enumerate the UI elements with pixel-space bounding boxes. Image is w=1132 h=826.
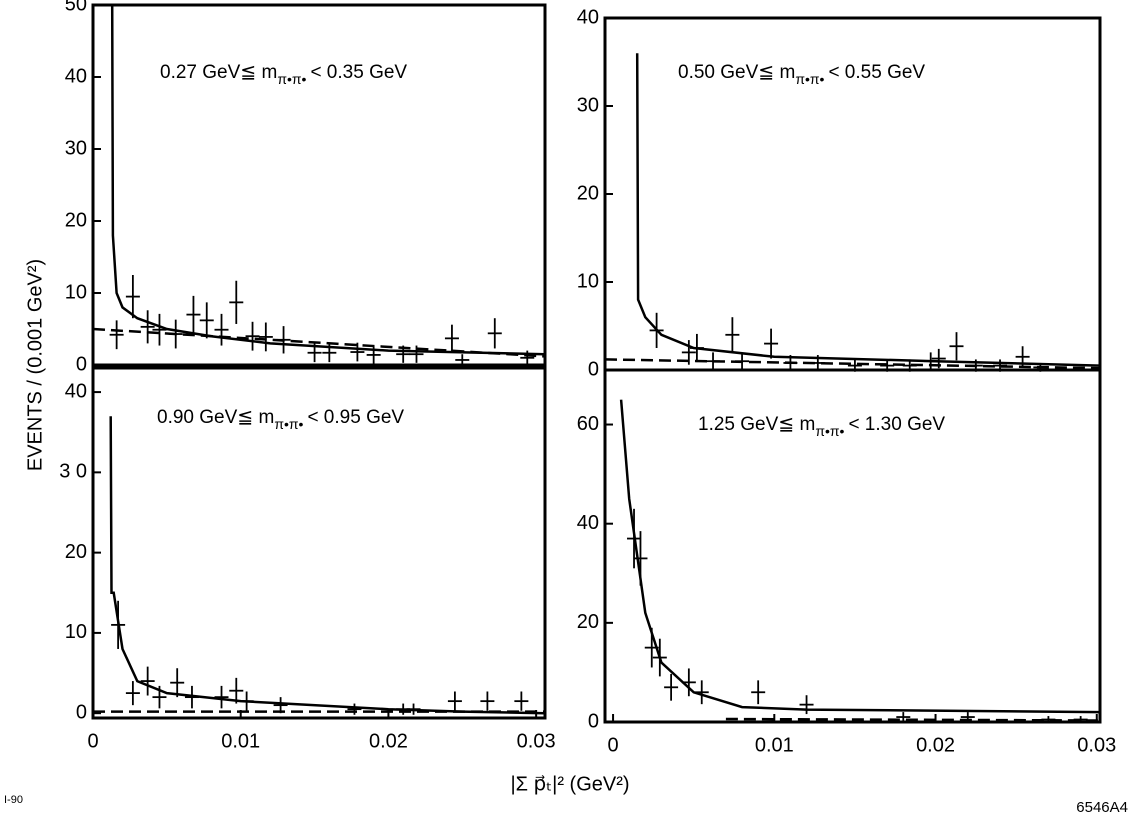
title-text: 0.50 GeV≦ m	[678, 62, 795, 83]
y-tick-label: 0	[588, 358, 599, 380]
y-tick-label: 0	[76, 701, 87, 723]
title-subscript: π•π•	[274, 416, 303, 432]
panel-title: 0.50 GeV≦ mπ•π• < 0.55 GeV	[678, 62, 925, 87]
y-tick-label: 20	[65, 209, 87, 231]
y-tick-label: 60	[577, 413, 599, 435]
fit-curve	[619, 399, 1101, 714]
title-text: 0.27 GeV≦ m	[160, 62, 277, 83]
title-text: < 0.95 GeV	[307, 407, 404, 428]
x-tick-label: 0.02	[916, 734, 955, 756]
y-tick-label: 10	[65, 621, 87, 643]
fit-curve	[725, 717, 1101, 722]
fit-curve	[604, 358, 1101, 370]
x-tick-label: 0	[607, 734, 618, 756]
y-tick-label: 40	[65, 380, 87, 402]
x-tick-label: 0.03	[517, 730, 556, 752]
plot-frame	[603, 368, 1102, 724]
y-tick-label: 10	[577, 270, 599, 292]
date-code: I-90	[4, 794, 23, 806]
title-subscript: π•π•	[795, 71, 824, 87]
y-tick-label: 40	[65, 65, 87, 87]
y-tick-label: 10	[65, 281, 87, 303]
y-tick-label: 40	[577, 6, 599, 28]
panel-title: 0.27 GeV≦ mπ•π• < 0.35 GeV	[160, 62, 407, 87]
plot-frame	[91, 366, 547, 720]
y-tick-label: 30	[65, 137, 87, 159]
y-tick-label: 20	[577, 182, 599, 204]
fit-curve	[635, 53, 1101, 367]
x-tick-label: 0.03	[1077, 734, 1116, 756]
title-text: 0.90 GeV≦ m	[157, 407, 274, 428]
panel-title: 0.90 GeV≦ mπ•π• < 0.95 GeV	[157, 407, 404, 432]
x-tick-label: 0	[87, 730, 98, 752]
x-tick-label: 0.01	[221, 730, 260, 752]
fit-curve	[109, 416, 546, 715]
x-axis-label: |Σ p⃗ₜ|² (GeV²)	[510, 773, 629, 795]
fit-curve	[92, 327, 546, 358]
x-tick-label: 0.02	[369, 730, 408, 752]
plot-frame	[91, 3, 547, 367]
y-tick-label: 20	[577, 611, 599, 633]
title-subscript: π•π•	[277, 71, 306, 87]
panel-title: 1.25 GeV≦ mπ•π• < 1.30 GeV	[698, 414, 945, 439]
y-tick-label: 40	[577, 512, 599, 534]
y-axis-label: EVENTS / (0.001 GeV²)	[24, 259, 46, 471]
fit-curve	[110, 4, 546, 356]
figure-id: 6546A4	[1076, 799, 1128, 816]
y-tick-label: 0	[76, 353, 87, 375]
title-text: < 1.30 GeV	[848, 414, 945, 435]
y-tick-label: 30	[577, 94, 599, 116]
y-tick-label: 20	[65, 541, 87, 563]
title-text: < 0.35 GeV	[310, 62, 407, 83]
x-tick-label: 0.01	[755, 734, 794, 756]
y-tick-label: 0	[588, 710, 599, 732]
title-text: < 0.55 GeV	[828, 62, 925, 83]
title-subscript: π•π•	[815, 423, 844, 439]
title-text: 1.25 GeV≦ m	[698, 414, 815, 435]
y-tick-label: 50	[65, 0, 87, 15]
y-tick-label: 3 0	[59, 461, 87, 483]
